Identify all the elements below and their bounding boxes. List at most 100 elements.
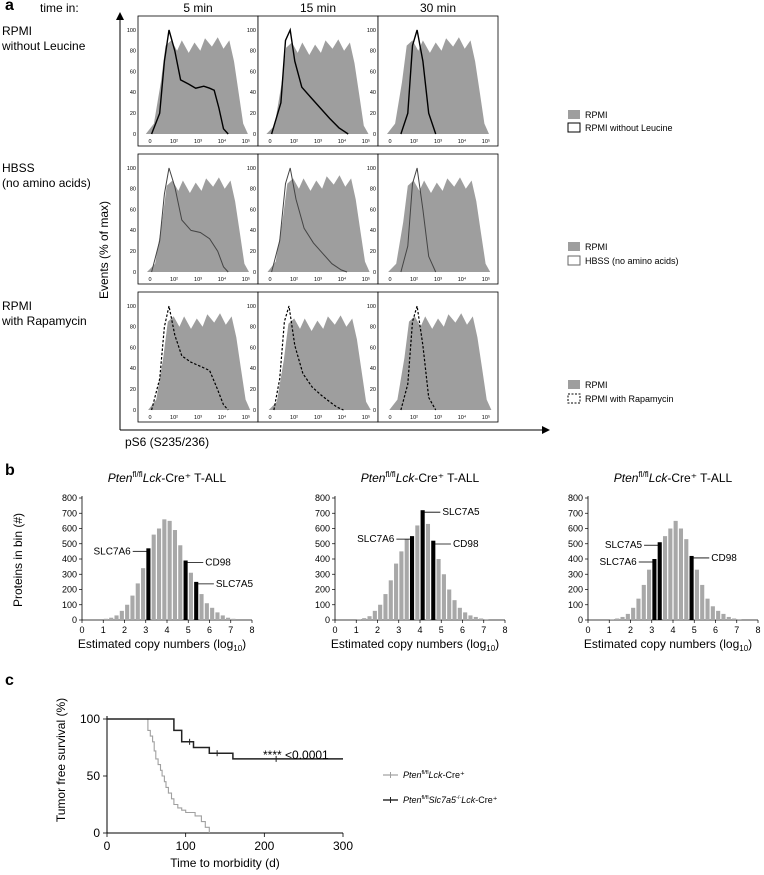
x-tick-label: 6 [713,625,718,635]
legend-ko-sup: fl/fl [422,795,429,801]
bar [732,618,737,620]
y-tick-label: 40 [370,90,376,96]
panel-c-x-axis-label: Time to morbidity (d) [170,856,280,870]
y-tick-label: 60 [250,69,256,75]
x-tick-label: 2 [628,625,633,635]
title-gene2: Lck [649,471,669,485]
legend-control-gene: Pten [403,770,422,780]
x-tick-label: 10² [170,277,178,283]
y-tick-label: 100 [568,600,583,610]
y-tick-label: 600 [568,524,583,534]
x-tick-label: 10⁵ [362,414,370,421]
bar [620,616,625,620]
row-label-2-line1: HBSS [2,161,35,175]
histogram-r1-c2: 0 20 40 60 80 100 0 10² 10³ 10⁴ 10⁵ [247,15,379,147]
y-tick-label: 400 [315,554,330,564]
y-tick-label: 0 [72,615,77,625]
survival-y-tick-label: 100 [80,712,100,726]
panel-a-x-axis-label: pS6 (S235/236) [125,435,209,449]
x-tick-label: 10³ [314,415,322,421]
panel-c-label: c [5,672,14,689]
annotation-label: CD98 [711,553,737,564]
col-title-30min: 30 min [420,1,456,15]
y-tick-label: 200 [315,585,330,595]
y-tick-label: 80 [370,187,376,193]
title-sup: fl/fl [638,470,648,479]
title-gene2: Lck [143,471,163,485]
x-tick-label: 10⁴ [338,414,347,421]
x-tick-label: 2 [375,625,380,635]
x-tick-label: 10² [410,277,418,283]
highlighted-bar [146,548,151,620]
y-tick-label: 300 [568,569,583,579]
panel-b-y-axis-label: Proteins in bin (#) [11,513,25,607]
bar [125,604,130,620]
bar [399,551,404,621]
x-tick-label: 3 [649,625,654,635]
y-tick-label: 60 [130,69,136,75]
y-tick-label: 700 [62,508,77,518]
y-tick-label: 0 [133,132,136,138]
y-tick-label: 80 [250,49,256,55]
reference-histogram [145,37,248,134]
y-tick-label: 400 [62,554,77,564]
y-tick-label: 0 [133,270,136,276]
bar [130,595,135,620]
y-tick-label: 600 [62,524,77,534]
x-tick-label: 10⁴ [218,138,227,145]
xlabel-main: Estimated copy numbers (log [78,637,233,651]
time-in-label: time in: [40,1,79,15]
y-tick-label: 80 [250,325,256,331]
legend-2-cond-label: HBSS (no amino acids) [585,256,679,266]
x-tick-label: 4 [670,625,675,635]
bar [141,568,146,620]
bar [447,589,452,620]
annotation-label: SLC7A6 [600,557,638,568]
legend-control-sup: fl/fl [422,770,429,776]
x-tick-label: 10⁴ [458,414,467,421]
y-tick-label: 20 [370,111,376,117]
x-tick-label: 10² [290,415,298,421]
barchart-x-label: Estimated copy numbers (log10) [331,637,499,653]
x-tick-label: 10³ [434,415,442,421]
bar [114,615,119,620]
x-tick-label: 7 [481,625,486,635]
survival-legend-control: Ptenfl/flLck-Cre⁺ [403,770,465,780]
bar [362,618,367,620]
legend-ko-rest: -Cre⁺ [475,795,497,805]
y-tick-label: 500 [315,539,330,549]
title-gene: Pten [361,471,386,485]
bar [204,603,209,620]
bar [710,606,715,620]
bar [609,619,614,620]
title-rest: -Cre⁺ T-ALL [414,471,479,485]
y-tick-label: 0 [325,615,330,625]
legend-row-2: RPMI HBSS (no amino acids) [567,242,679,266]
condition-histogram [400,29,437,135]
x-tick-label: 8 [755,625,760,635]
histogram-r1-c1: 0 20 40 60 80 100 0 10² 10³ 10⁴ 10⁵ [127,15,259,147]
x-tick-label: 10⁵ [482,276,490,283]
highlighted-bar [652,559,657,620]
condition-histogram [270,27,349,135]
y-tick-label: 80 [130,187,136,193]
reference-histogram [387,37,489,134]
y-tick-label: 20 [130,111,136,117]
x-tick-label: 10³ [194,277,202,283]
legend-3-ref-swatch [568,380,580,389]
col-title-15min: 15 min [300,1,336,15]
y-tick-label: 0 [373,132,376,138]
reference-histogram [388,177,491,272]
annotation-label: SLC7A5 [442,507,480,518]
bar [394,563,399,620]
y-tick-label: 600 [315,524,330,534]
legend-3-cond-swatch [567,393,581,404]
highlighted-bar [431,540,436,620]
legend-ko-gene: Pten [403,795,422,805]
y-tick-label: 100 [127,28,136,34]
x-tick-label: 7 [228,625,233,635]
x-tick-label: 10² [410,415,418,421]
bar [468,615,473,620]
bar [151,534,156,620]
bar [367,616,372,620]
